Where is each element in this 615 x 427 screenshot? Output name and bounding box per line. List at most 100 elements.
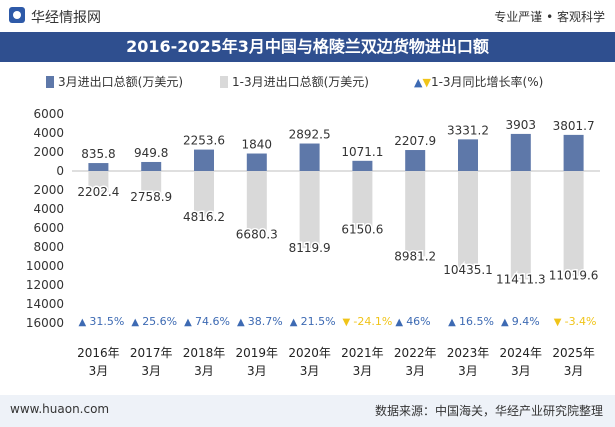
x-tick-label-year: 2017年 — [130, 346, 173, 360]
y-tick-label: 14000 — [26, 297, 64, 311]
bar-march — [510, 133, 531, 171]
data-label-ytd: 11411.3 — [496, 272, 546, 286]
growth-up-icon: ▲ — [184, 317, 192, 328]
y-tick-label: 12000 — [26, 278, 64, 292]
data-label-ytd: 6680.3 — [236, 227, 278, 241]
growth-rate-label: 21.5% — [301, 315, 336, 328]
data-label-ytd: 10435.1 — [443, 263, 493, 277]
bar-march — [458, 139, 478, 171]
title-bar — [0, 32, 615, 62]
x-tick-label-month: 3月 — [141, 364, 161, 378]
data-source: 数据来源：中国海关，华经产业研究院整理 — [374, 404, 603, 418]
growth-rate-label: 46% — [406, 315, 430, 328]
huajing-logo-icon — [9, 7, 25, 23]
x-tick-label-month: 3月 — [247, 364, 267, 378]
footer-bar — [0, 395, 615, 427]
y-tick-label: 4000 — [33, 126, 64, 140]
growth-up-icon: ▲ — [448, 317, 456, 328]
legend-item-ytd: 1-3月进出口总额(万美元) — [220, 73, 369, 90]
growth-rate-label: 31.5% — [89, 315, 124, 328]
bar-ytd — [510, 171, 531, 280]
legend-swatch-march — [46, 76, 54, 88]
data-label-march: 2253.6 — [183, 134, 225, 148]
data-label-ytd: 6150.6 — [341, 222, 383, 236]
x-tick-label-month: 3月 — [300, 364, 320, 378]
top-bar: 华经情报网 专业严谨 • 客观科学 — [0, 0, 615, 32]
data-label-ytd: 2202.4 — [77, 185, 119, 199]
data-label-march: 835.8 — [81, 147, 115, 161]
bar-ytd — [563, 171, 584, 276]
x-tick-label-month: 3月 — [564, 364, 584, 378]
bar-march — [194, 149, 214, 171]
website-link[interactable]: www.huaon.com — [10, 402, 110, 416]
legend: 3月进出口总额(万美元) 1-3月进出口总额(万美元) ▲▼1-3月同比增长率(… — [0, 70, 615, 90]
growth-up-icon: ▲ — [290, 317, 298, 328]
growth-up-icon: ▲ — [79, 317, 87, 328]
x-tick-label-year: 2025年 — [552, 346, 595, 360]
growth-up-icon: ▲ — [237, 317, 245, 328]
x-tick-label-year: 2021年 — [341, 346, 384, 360]
data-label-march: 2892.5 — [289, 128, 331, 142]
y-tick-label: 2000 — [33, 183, 64, 197]
triangle-up-icon: ▲ — [414, 76, 423, 89]
bar-ytd — [246, 171, 267, 235]
y-tick-label: 8000 — [33, 240, 64, 254]
x-tick-label-year: 2020年 — [288, 346, 331, 360]
data-label-march: 3331.2 — [447, 123, 489, 137]
bar-ytd — [141, 171, 162, 198]
tagline-1: 专业严谨 — [494, 10, 543, 24]
y-tick-label: 6000 — [33, 221, 64, 235]
x-tick-label-year: 2023年 — [447, 346, 490, 360]
data-label-ytd: 4816.2 — [183, 210, 225, 224]
bar-march — [88, 163, 109, 171]
bar-ytd — [88, 171, 109, 192]
bar-ytd — [405, 171, 426, 257]
data-label-march: 1071.1 — [341, 145, 383, 159]
legend-swatch-ytd — [220, 76, 228, 88]
bar-ytd — [458, 171, 478, 271]
bar-march — [299, 143, 320, 171]
data-label-march: 2207.9 — [394, 134, 436, 148]
growth-rate-label: -3.4% — [565, 315, 597, 328]
y-tick-label: 16000 — [26, 316, 64, 330]
y-tick-label: 4000 — [33, 202, 64, 216]
legend-item-growth: ▲▼1-3月同比增长率(%) — [414, 73, 543, 90]
brand-name: 华经情报网 — [31, 10, 101, 26]
tagline-2: 客观科学 — [556, 10, 605, 24]
bar-march — [405, 150, 426, 171]
growth-down-icon: ▼ — [343, 317, 351, 328]
bar-ytd — [352, 171, 373, 230]
x-tick-label-year: 2018年 — [183, 346, 226, 360]
data-label-ytd: 11019.6 — [549, 269, 599, 283]
bar-march — [352, 160, 373, 171]
growth-rate-label: -24.1% — [353, 315, 392, 328]
growth-rate-label: 38.7% — [248, 315, 283, 328]
x-tick-label-month: 3月 — [89, 364, 109, 378]
x-tick-label-year: 2019年 — [236, 346, 279, 360]
y-tick-label: 2000 — [33, 145, 64, 159]
bar-march — [141, 161, 162, 171]
bullet-icon: • — [546, 10, 557, 24]
x-tick-label-year: 2016年 — [77, 346, 120, 360]
growth-down-icon: ▼ — [554, 317, 562, 328]
growth-up-icon: ▲ — [501, 317, 509, 328]
data-label-ytd: 2758.9 — [130, 190, 172, 204]
growth-up-icon: ▲ — [395, 317, 403, 328]
x-tick-label-month: 3月 — [511, 364, 531, 378]
growth-rate-label: 25.6% — [142, 315, 177, 328]
growth-up-icon: ▲ — [131, 317, 139, 328]
x-tick-label-year: 2024年 — [500, 346, 543, 360]
x-tick-label-month: 3月 — [194, 364, 214, 378]
legend-label-growth: 1-3月同比增长率(%) — [430, 75, 544, 89]
growth-rate-label: 16.5% — [459, 315, 494, 328]
triangle-down-icon: ▼ — [422, 76, 431, 89]
data-label-march: 3903 — [506, 118, 537, 132]
chart-title: 2016-2025年3月中国与格陵兰双边货物进出口额 — [126, 37, 489, 56]
x-tick-label-month: 3月 — [405, 364, 425, 378]
y-tick-label: 0 — [56, 164, 64, 178]
legend-label-ytd: 1-3月进出口总额(万美元) — [232, 75, 369, 89]
bar-ytd — [194, 171, 214, 217]
data-label-ytd: 8119.9 — [289, 241, 331, 255]
data-label-march: 1840 — [242, 138, 273, 152]
bar-march — [246, 153, 267, 171]
